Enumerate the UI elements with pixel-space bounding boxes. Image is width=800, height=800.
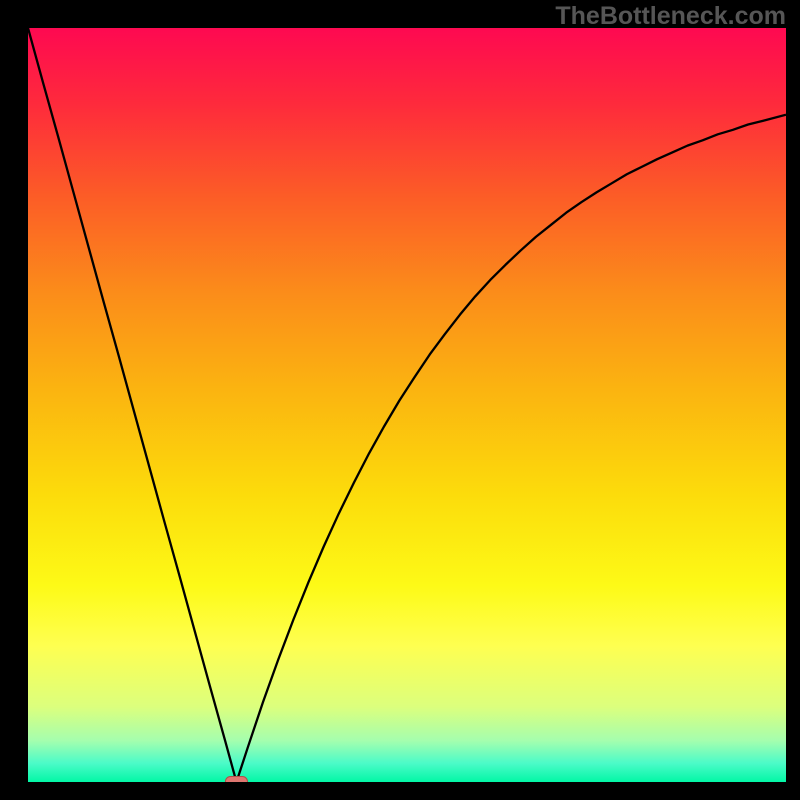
optimum-marker	[225, 777, 247, 783]
watermark-text: TheBottleneck.com	[555, 2, 786, 31]
chart-svg	[28, 28, 786, 782]
plot-area	[28, 28, 786, 782]
gradient-background	[28, 28, 786, 782]
